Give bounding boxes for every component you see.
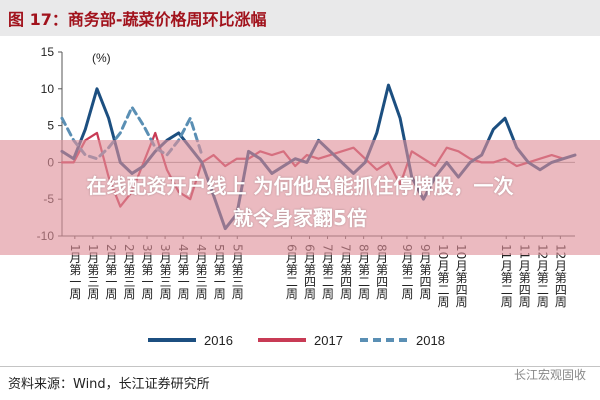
watermark: 长江宏观固收 bbox=[513, 368, 586, 382]
ad-overlay-banner[interactable]: 在线配资开户线上 为何他总能抓住停牌股，一次 就令身家翻5倍 bbox=[0, 140, 600, 255]
x-tick-label: 5月第一周 bbox=[212, 244, 226, 300]
x-tick-label: 1月第三周 bbox=[86, 244, 100, 300]
x-tick-label: 8月第二周 bbox=[357, 244, 371, 300]
x-tick-label: 2月第一周 bbox=[104, 244, 118, 300]
x-tick-label: 1月第一周 bbox=[68, 244, 82, 300]
x-tick-label: 5月第三周 bbox=[230, 244, 244, 300]
x-tick-label: 11月第二周 bbox=[499, 244, 513, 308]
y-tick-label: 15 bbox=[41, 45, 55, 59]
x-tick-label: 4月第一周 bbox=[176, 244, 190, 300]
x-tick-label: 9月第四周 bbox=[418, 244, 432, 300]
title-bar: 图 17：商务部-蔬菜价格周环比涨幅 bbox=[0, 0, 600, 36]
y-tick-label: 5 bbox=[47, 119, 54, 133]
legend-label-2016: 2016 bbox=[204, 333, 233, 348]
x-tick-label: 10月第二周 bbox=[436, 244, 450, 308]
x-tick-label: 10月第四周 bbox=[454, 244, 468, 308]
x-tick-label: 12月第四周 bbox=[553, 244, 567, 308]
x-tick-label: 7月第二周 bbox=[321, 244, 335, 300]
x-tick-label: 12月第二周 bbox=[535, 244, 549, 308]
footer-divider bbox=[0, 366, 600, 367]
legend-label-2017: 2017 bbox=[314, 333, 343, 348]
legend-label-2018: 2018 bbox=[416, 333, 445, 348]
x-tick-label: 3月第三周 bbox=[158, 244, 172, 300]
x-tick-label: 4月第三周 bbox=[194, 244, 208, 300]
x-tick-label: 6月第四周 bbox=[302, 244, 316, 300]
y-unit-label: (%) bbox=[92, 51, 111, 65]
source-note: 资料来源：Wind，长江证券研究所 bbox=[8, 377, 210, 392]
x-tick-label: 9月第二周 bbox=[400, 244, 414, 300]
figure-title: 图 17：商务部-蔬菜价格周环比涨幅 bbox=[8, 10, 267, 29]
ad-overlay-line-1[interactable]: 在线配资开户线上 为何他总能抓住停牌股，一次 bbox=[86, 174, 514, 198]
x-tick-label: 8月第四周 bbox=[375, 244, 389, 300]
ad-overlay-line-2[interactable]: 就令身家翻5倍 bbox=[233, 206, 367, 230]
x-tick-label: 2月第三周 bbox=[122, 244, 136, 300]
y-tick-label: 10 bbox=[41, 82, 55, 96]
x-tick-label: 7月第四周 bbox=[339, 244, 353, 300]
x-tick-label: 6月第二周 bbox=[284, 244, 298, 300]
x-tick-label: 3月第一周 bbox=[140, 244, 154, 300]
x-tick-label: 11月第四周 bbox=[517, 244, 531, 308]
